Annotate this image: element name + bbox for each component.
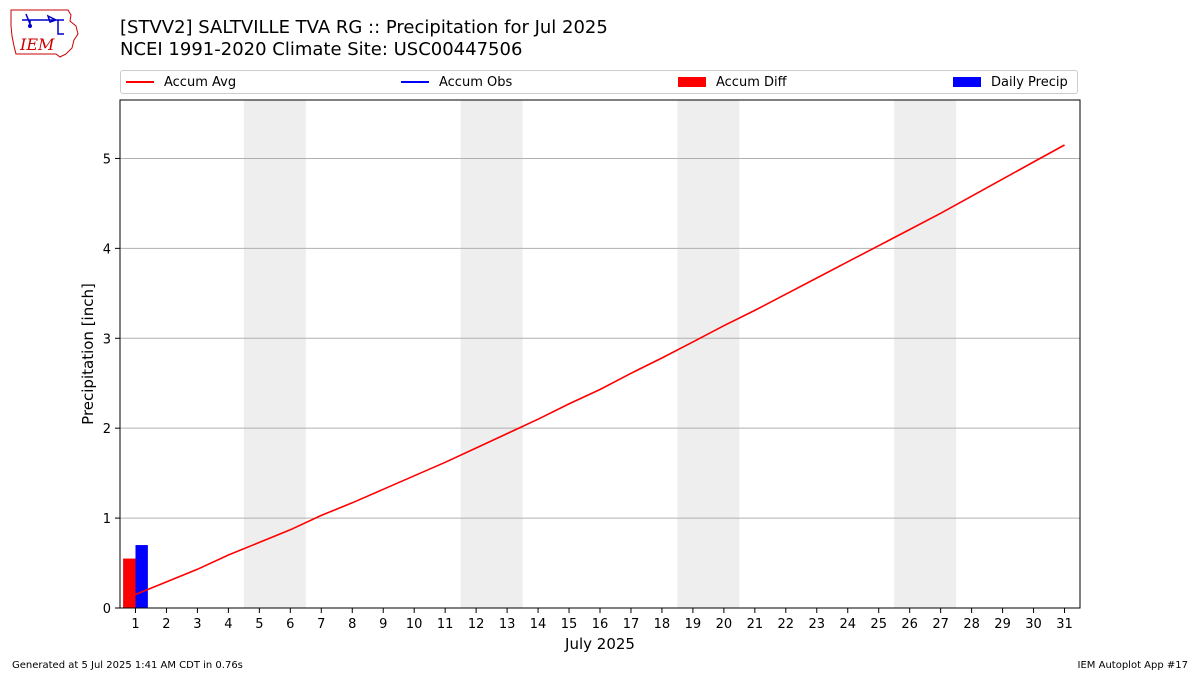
x-tick-label: 27: [932, 617, 949, 632]
weekend-band: [460, 100, 523, 608]
y-tick-label: 3: [103, 332, 111, 347]
x-tick-label: 13: [499, 617, 516, 632]
footer-app-id: IEM Autoplot App #17: [1077, 660, 1188, 671]
x-tick-label: 15: [561, 617, 578, 632]
iem-logo: IEM: [10, 9, 79, 58]
legend-item-accum-avg: Accum Avg: [126, 71, 236, 93]
x-tick-label: 22: [778, 617, 795, 632]
title-line-2: NCEI 1991-2020 Climate Site: USC00447506: [120, 39, 523, 60]
weekend-band: [677, 100, 740, 608]
x-tick-label: 30: [1025, 617, 1042, 632]
legend-swatch-accum-avg: [126, 81, 154, 83]
legend-label-accum-diff: Accum Diff: [716, 74, 787, 90]
x-tick-label: 23: [809, 617, 826, 632]
x-tick-label: 10: [406, 617, 423, 632]
y-axis-label: Precipitation [inch]: [79, 283, 97, 425]
bar-accum-diff: [123, 558, 136, 608]
x-tick-label: 26: [901, 617, 918, 632]
x-tick-label: 8: [348, 617, 356, 632]
x-tick-label: 21: [747, 617, 764, 632]
bar-daily-precip: [135, 545, 148, 608]
y-tick-label: 5: [103, 152, 111, 167]
y-tick-label: 1: [103, 512, 111, 527]
x-tick-label: 25: [870, 617, 887, 632]
x-tick-label: 20: [716, 617, 733, 632]
iowa-state-outline: [10, 9, 79, 58]
x-axis-label: July 2025: [564, 635, 635, 653]
y-tick-label: 0: [103, 602, 111, 617]
weekend-band: [894, 100, 957, 608]
plot-frame: [119, 99, 1081, 609]
legend-label-accum-avg: Accum Avg: [164, 74, 237, 90]
legend-item-accum-obs: Accum Obs: [401, 71, 512, 93]
footer-generated: Generated at 5 Jul 2025 1:41 AM CDT in 0…: [12, 660, 243, 671]
legend-item-daily-precip: Daily Precip: [953, 71, 1068, 93]
x-tick-label: 1: [131, 617, 139, 632]
x-tick-label: 6: [286, 617, 294, 632]
weekend-band: [243, 100, 306, 608]
weather-station-icon: [22, 13, 64, 35]
x-tick-label: 9: [379, 617, 387, 632]
x-tick-label: 12: [468, 617, 485, 632]
x-tick-label: 17: [623, 617, 640, 632]
x-tick-label: 2: [162, 617, 170, 632]
chart-title: [STVV2] SALTVILLE TVA RG :: Precipitatio…: [120, 17, 608, 61]
line-accum-avg: [135, 144, 1065, 596]
title-line-1: [STVV2] SALTVILLE TVA RG :: Precipitatio…: [120, 17, 608, 38]
x-tick-label: 24: [839, 617, 856, 632]
legend-item-accum-diff: Accum Diff: [678, 71, 787, 93]
x-tick-label: 7: [317, 617, 325, 632]
x-tick-label: 11: [437, 617, 454, 632]
x-tick-label: 16: [592, 617, 609, 632]
x-tick-label: 3: [193, 617, 201, 632]
legend-swatch-accum-obs: [401, 81, 429, 83]
x-tick-label: 5: [255, 617, 263, 632]
y-tick-label: 4: [103, 242, 111, 257]
y-tick-label: 2: [103, 422, 111, 437]
x-tick-label: 4: [224, 617, 232, 632]
x-tick-label: 18: [654, 617, 671, 632]
legend-label-accum-obs: Accum Obs: [439, 74, 513, 90]
x-tick-label: 29: [994, 617, 1011, 632]
legend-label-daily-precip: Daily Precip: [991, 74, 1068, 90]
legend-swatch-daily-precip: [953, 77, 981, 87]
x-tick-label: 31: [1056, 617, 1073, 632]
logo-text: IEM: [19, 35, 55, 54]
legend-swatch-accum-diff: [678, 77, 706, 87]
station-dot-icon: [28, 24, 32, 28]
x-tick-label: 28: [963, 617, 980, 632]
x-tick-label: 14: [530, 617, 547, 632]
legend: Accum Avg Accum Obs Accum Diff Daily Pre…: [120, 70, 1078, 94]
x-tick-label: 19: [685, 617, 702, 632]
